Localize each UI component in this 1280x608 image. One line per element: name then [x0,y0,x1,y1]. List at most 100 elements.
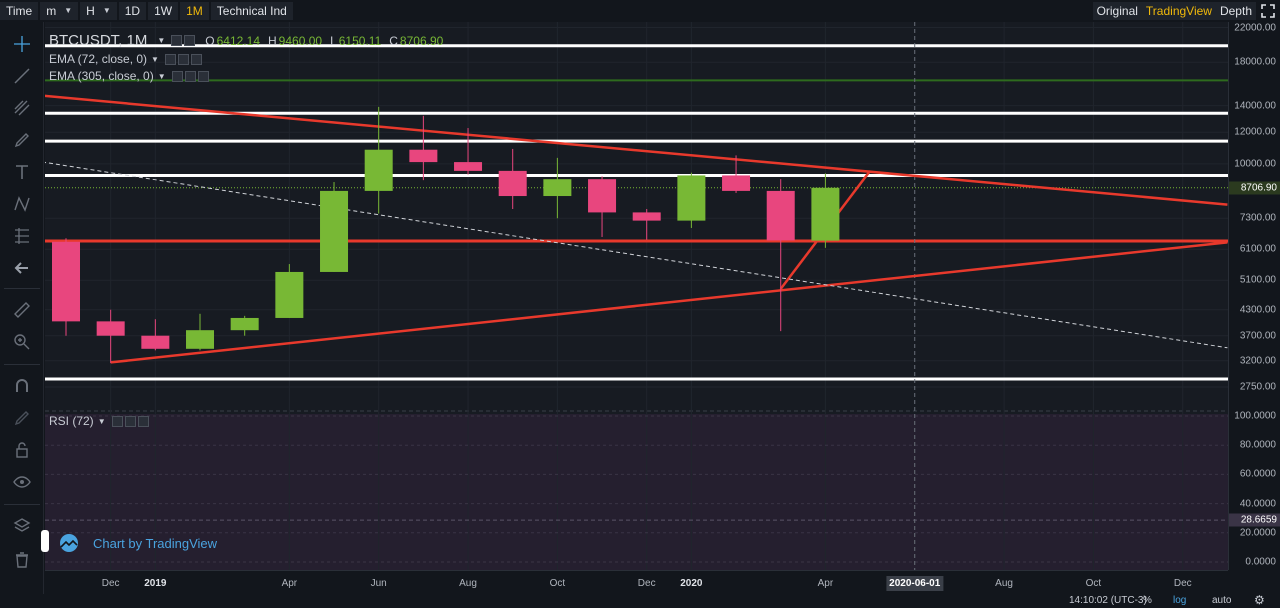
layers-icon[interactable] [0,512,44,540]
minute-label: m [46,4,57,18]
original-view-button[interactable]: Original [1092,2,1142,20]
price-tick-label: 12000.00 [1234,126,1276,138]
minute-dropdown[interactable]: m ▼ [40,2,79,20]
back-arrow-icon[interactable] [0,254,44,282]
remove-mini-icon[interactable] [137,415,149,427]
rsi-tick-label: 100.0000 [1234,410,1276,422]
symbol-label: BTCUSDT, 1M [49,32,148,49]
percent-scale-button[interactable]: % [1143,595,1152,606]
magnet-icon[interactable] [0,372,44,400]
candle-body [543,179,572,197]
tradingview-view-label: TradingView [1145,4,1212,18]
open-value: 6412.14 [216,33,260,48]
remove-mini-icon[interactable] [197,70,209,82]
caret-down-icon: ▼ [64,6,73,15]
time-tick-label: Jun [370,578,387,589]
low-value: 6150.11 [338,33,382,48]
settings-mini-icon[interactable] [171,35,183,46]
log-scale-button[interactable]: log [1173,595,1187,606]
time-label: Time [6,4,33,18]
current-price-badge: 8706.90 [1229,181,1280,195]
trendline-dashed [45,161,1228,349]
rsi-tick-label: 80.0000 [1239,439,1276,451]
pattern-icon[interactable] [0,190,44,218]
time-tick-label: Apr [281,578,298,589]
candle-body [275,271,304,318]
fib-retracement-icon[interactable] [0,94,44,122]
interval-1d-button[interactable]: 1D [118,2,147,20]
hide-mini-icon[interactable] [184,35,196,46]
status-bar: 14:10:02 (UTC-3) % log auto ⚙ [0,593,1280,608]
chart-canvas[interactable] [45,22,1228,570]
caret-down-icon[interactable]: ▼ [151,54,159,64]
time-tick-label: 2019 [144,578,167,589]
candle-body [230,317,259,331]
candle-body [186,330,215,349]
cursor-date-badge: 2020-06-01 [886,576,944,591]
caret-down-icon[interactable]: ▼ [97,416,106,426]
hide-mini-icon[interactable] [124,415,136,427]
price-axis[interactable]: 22000.00 18000.00 14000.00 12000.00 10000.00… [1228,22,1280,570]
fullscreen-icon[interactable] [1256,0,1280,22]
tradingview-watermark[interactable]: Chart by TradingView [57,534,217,552]
lock-icon[interactable] [0,436,44,464]
depth-view-button[interactable]: Depth [1215,2,1256,20]
hide-mini-icon[interactable] [184,70,196,82]
ema-72-legend[interactable]: EMA (72, close, 0) ▼ [49,52,204,66]
ema-305-legend[interactable]: EMA (305, close, 0) ▼ [49,69,211,83]
remove-mini-icon[interactable] [190,53,202,65]
trash-icon[interactable] [0,546,44,574]
trend-line-icon[interactable] [0,62,44,90]
interval-1w-label: 1W [154,4,173,18]
technical-indicators-button[interactable]: Technical Ind [210,2,293,20]
caret-down-icon: ▼ [102,6,111,15]
time-axis[interactable]: Dec 2019 Apr Jun Aug Oct Dec 2020 Apr Aug Oct Dec 20… [45,570,1228,594]
caret-down-icon[interactable]: ▼ [157,71,166,81]
interval-1m-button[interactable]: 1M [180,2,209,20]
crosshair-icon[interactable] [0,30,44,58]
time-tick-label: Oct [1085,578,1102,589]
settings-gear-icon[interactable]: ⚙ [1254,593,1265,607]
text-tool-icon[interactable] [0,158,44,186]
interval-1w-button[interactable]: 1W [148,2,179,20]
hour-label: H [86,4,95,18]
price-tick-label: 4300.00 [1239,304,1276,316]
original-view-label: Original [1096,4,1138,18]
panel-scroll-handle[interactable] [41,530,49,552]
eye-icon[interactable] [0,468,44,496]
time-tick-label: Dec [1173,578,1192,589]
tradingview-view-button[interactable]: TradingView [1141,2,1216,20]
price-tick-label: 14000.00 [1234,100,1276,112]
candle-body [498,170,527,197]
price-tick-label: 5100.00 [1239,274,1276,286]
candle-body [632,212,661,221]
main-series-legend[interactable]: BTCUSDT, 1M ▼ O 6412.14 H 9460.00 L 6150.11… [49,32,443,49]
time-tick-label: Dec [637,578,656,589]
settings-mini-icon[interactable] [111,415,123,427]
time-tick-label: Aug [459,578,477,589]
drawing-tools-sidebar [0,22,44,608]
hide-mini-icon[interactable] [177,53,189,65]
ruler-icon[interactable] [0,296,44,324]
candle-body [454,162,483,171]
brush-icon[interactable] [0,126,44,154]
watermark-label: Chart by TradingView [93,535,218,551]
chart-area[interactable]: BTCUSDT, 1M ▼ O 6412.14 H 9460.00 L 6150.11… [45,22,1228,570]
lock-drawing-icon[interactable] [0,404,44,432]
low-key: L [330,33,337,48]
caret-down-icon[interactable]: ▼ [157,36,166,45]
candle-body [96,321,125,336]
rsi-legend[interactable]: RSI (72) ▼ [49,414,151,428]
settings-mini-icon[interactable] [164,53,176,65]
price-tick-label: 2750.00 [1239,381,1276,393]
settings-mini-icon[interactable] [171,70,183,82]
rsi-tick-label: 20.0000 [1239,527,1276,539]
auto-scale-button[interactable]: auto [1212,595,1232,606]
forecast-icon[interactable] [0,222,44,250]
candle-body [766,190,795,241]
zoom-icon[interactable] [0,328,44,356]
clock-label: 14:10:02 (UTC-3) [1069,595,1147,606]
candle-body [588,179,617,213]
hour-dropdown[interactable]: H ▼ [80,2,117,20]
time-button[interactable]: Time [0,2,39,20]
